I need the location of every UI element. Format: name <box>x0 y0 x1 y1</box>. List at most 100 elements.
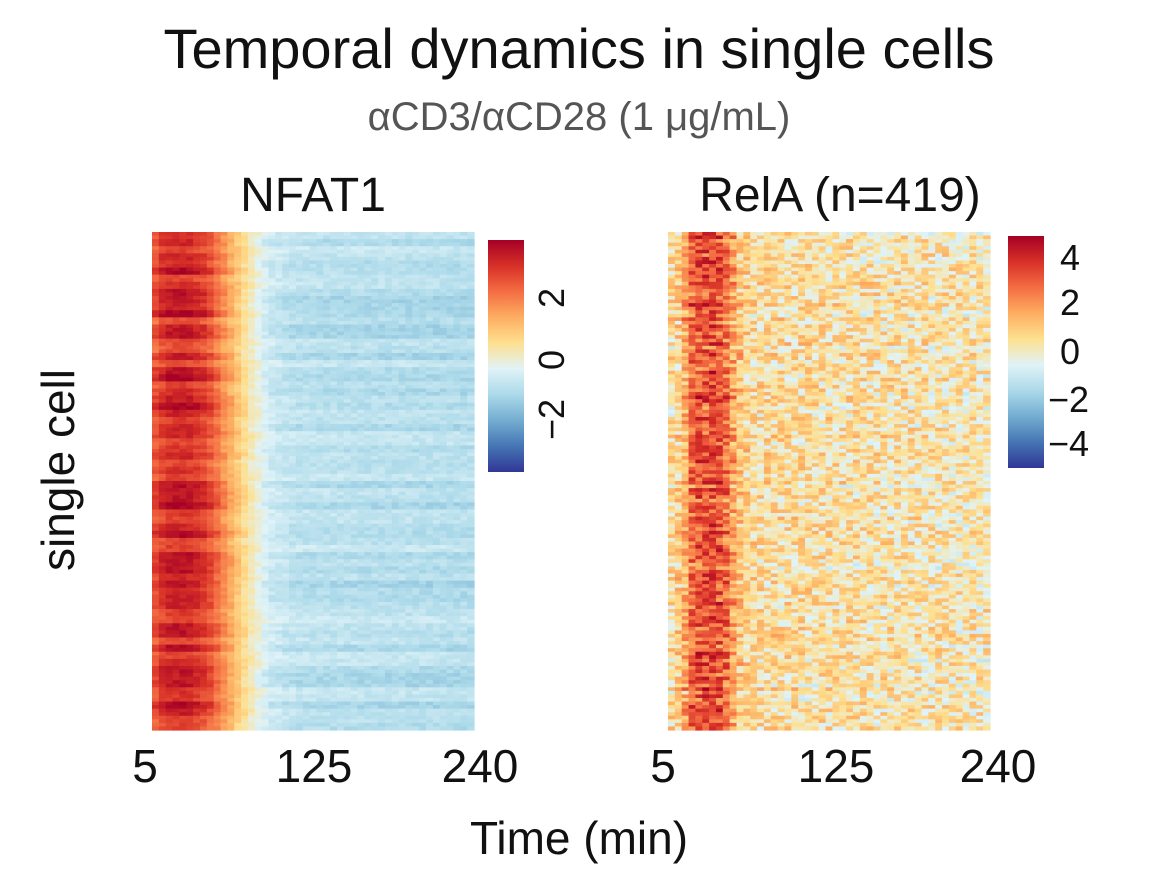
heatmap-cell <box>371 463 379 468</box>
heatmap-cell <box>193 399 201 404</box>
heatmap-cell <box>206 456 215 461</box>
heatmap-cell <box>432 342 441 347</box>
heatmap-cell <box>282 324 290 329</box>
heatmap-cell <box>323 505 331 511</box>
heatmap-cell <box>453 484 461 489</box>
heatmap-cell <box>268 285 276 290</box>
heatmap-cell <box>412 381 420 386</box>
heatmap-cell <box>234 328 242 333</box>
heatmap-cell <box>412 299 420 304</box>
heatmap-cell <box>241 495 249 500</box>
heatmap-cell <box>439 313 448 318</box>
heatmap-cell <box>398 548 407 553</box>
heatmap-cell <box>323 345 331 350</box>
heatmap-cell <box>412 264 420 269</box>
heatmap-cell <box>426 303 434 308</box>
heatmap-cell <box>378 491 386 496</box>
heatmap-cell <box>282 306 290 311</box>
heatmap-cell <box>165 235 174 240</box>
heatmap-cell <box>316 431 324 436</box>
heatmap-cell <box>247 445 256 450</box>
heatmap-cell <box>165 527 174 532</box>
heatmap-cell <box>446 317 455 322</box>
heatmap-cell <box>282 459 290 464</box>
heatmap-cell <box>405 306 413 311</box>
heatmap-cell <box>289 360 297 365</box>
heatmap-cell <box>199 559 208 564</box>
heatmap-cell <box>275 232 283 237</box>
heatmap-cell <box>199 488 208 493</box>
heatmap-cell <box>446 498 455 503</box>
heatmap-cell <box>247 338 256 343</box>
heatmap-cell <box>158 303 167 308</box>
heatmap-cell <box>405 598 413 603</box>
heatmap-cell <box>227 555 235 560</box>
heatmap-cell <box>336 559 345 564</box>
heatmap-cell <box>247 306 256 311</box>
heatmap-cell <box>206 537 215 543</box>
heatmap-cell <box>227 381 235 386</box>
heatmap-cell <box>391 313 400 318</box>
heatmap-cell <box>234 345 242 350</box>
heatmap-cell <box>419 388 427 393</box>
heatmap-cell <box>302 278 311 283</box>
heatmap-cell <box>165 491 174 496</box>
heatmap-cell <box>261 498 270 503</box>
heatmap-cell <box>241 434 249 439</box>
heatmap-cell <box>412 328 420 333</box>
heatmap-cell <box>323 381 331 386</box>
heatmap-cell <box>446 356 455 361</box>
heatmap-cell <box>289 562 297 567</box>
heatmap-cell <box>330 328 338 333</box>
heatmap-cell <box>419 285 427 290</box>
heatmap-cell <box>371 530 379 535</box>
heatmap-cell <box>275 527 283 532</box>
heatmap-cell <box>426 598 434 603</box>
heatmap-cell <box>446 537 455 543</box>
heatmap-cell <box>165 534 174 539</box>
heatmap-cell <box>391 473 400 479</box>
heatmap-cell <box>419 392 427 397</box>
heatmap-cell <box>241 481 249 486</box>
heatmap-cell <box>357 424 365 429</box>
heatmap-cell <box>152 438 160 443</box>
heatmap-cell <box>247 388 256 393</box>
heatmap-cell <box>323 566 331 571</box>
heatmap-cell <box>179 388 187 393</box>
heatmap-cell <box>186 246 194 251</box>
heatmap-cell <box>384 513 393 518</box>
heatmap-cell <box>254 253 263 258</box>
heatmap-cell <box>206 324 215 329</box>
heatmap-cell <box>343 292 352 297</box>
heatmap-cell <box>412 356 420 361</box>
heatmap-cell <box>227 502 235 507</box>
heatmap-cell <box>268 488 276 493</box>
heatmap-cell <box>371 459 379 464</box>
heatmap-cell <box>405 569 413 575</box>
heatmap-cell <box>206 509 215 514</box>
heatmap-cell <box>199 605 208 610</box>
heatmap-cell <box>364 424 372 429</box>
heatmap-cell <box>364 420 372 425</box>
heatmap-cell <box>152 395 160 400</box>
heatmap-cell <box>193 488 201 493</box>
heatmap-cell <box>460 260 468 265</box>
heatmap-cell <box>453 310 461 315</box>
heatmap-cell <box>172 306 180 311</box>
heatmap-cell <box>343 530 352 535</box>
heatmap-cell <box>220 534 228 539</box>
heatmap-cell <box>213 331 222 336</box>
heatmap-cell <box>241 317 249 322</box>
heatmap-cell <box>419 235 427 240</box>
heatmap-cell <box>172 406 180 411</box>
heatmap-cell <box>158 320 167 326</box>
heatmap-cell <box>206 381 215 386</box>
heatmap-cell <box>439 235 448 240</box>
heatmap-cell <box>193 281 201 286</box>
heatmap-cell <box>172 232 180 237</box>
heatmap-cell <box>384 527 393 532</box>
heatmap-cell <box>206 516 215 521</box>
heatmap-cell <box>289 388 297 393</box>
heatmap-cell <box>193 306 201 311</box>
heatmap-cell <box>350 569 359 575</box>
